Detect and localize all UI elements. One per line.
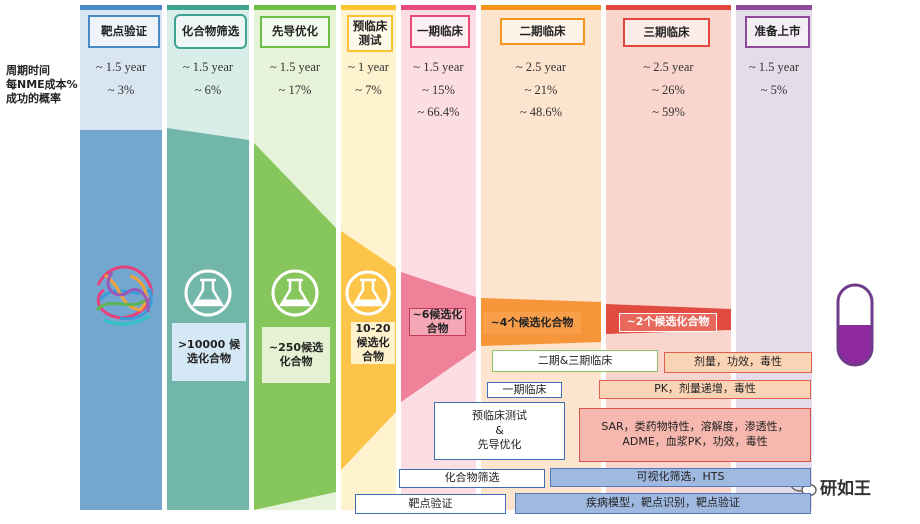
cycle-time: ~ 1.5 year xyxy=(182,60,234,74)
funnel-segment xyxy=(80,130,162,510)
stage-header: 预临床测试 xyxy=(347,15,393,52)
stage-color-bar xyxy=(341,5,396,10)
pill-icon xyxy=(836,283,874,367)
activity-stage-text: 靶点验证 xyxy=(408,496,453,510)
cycle-time: ~ 1.5 year xyxy=(748,60,800,74)
activity-description: SAR，类药物特性，溶解度，渗透性，ADME，血浆PK，功效，毒性 xyxy=(579,408,811,462)
stage-header: 化合物筛选 xyxy=(174,14,247,49)
funnel-segment xyxy=(401,272,476,402)
stage-header: 一期临床 xyxy=(410,15,470,48)
row-label: 成功的概率 xyxy=(6,92,61,105)
activity-stage: 预临床测试 & 先导优化 xyxy=(434,402,565,460)
cost-share: ~ 7% xyxy=(355,83,382,97)
candidate-count: ~6候选化合物 xyxy=(409,308,466,336)
cost-share: ~ 17% xyxy=(278,83,312,97)
stage-color-bar xyxy=(481,5,601,10)
activity-stage: 靶点验证 xyxy=(355,494,506,514)
stage-color-bar xyxy=(80,5,162,10)
stage-header: 三期临床 xyxy=(623,18,710,47)
cost-share: ~ 5% xyxy=(760,83,788,97)
cost-share: ~ 21% xyxy=(524,83,558,97)
stage-header: 二期临床 xyxy=(500,18,585,45)
stage-color-bar xyxy=(167,5,249,10)
cycle-time: ~ 2.5 year xyxy=(643,60,694,74)
candidate-count: 10-20候选化合物 xyxy=(351,322,395,364)
success-probability: ~ 59% xyxy=(652,105,685,119)
success-probability: ~ 66.4% xyxy=(417,105,460,119)
cycle-time: ~ 1 year xyxy=(348,60,389,74)
cycle-time: ~ 1.5 year xyxy=(269,60,321,74)
cost-share: ~ 26% xyxy=(652,83,685,97)
flask-icon xyxy=(184,269,391,317)
row-label: 周期时间 xyxy=(6,64,50,77)
success-probability: ~ 48.6% xyxy=(519,105,563,119)
candidate-count: ~2个候选化合物 xyxy=(619,313,717,332)
candidate-count: >10000 候选化合物 xyxy=(172,323,246,381)
funnel-segment xyxy=(167,128,249,510)
cost-share: ~ 3% xyxy=(107,83,135,97)
activity-stage-text: 一期临床 xyxy=(502,382,547,396)
activity-stage-text: 二期&三期临床 xyxy=(537,353,613,367)
activity-stage-text: 预临床测试 xyxy=(472,408,527,422)
candidate-count: ~250候选化合物 xyxy=(262,327,330,383)
activity-stage-text: 化合物筛选 xyxy=(444,471,500,485)
cycle-time: ~ 2.5 year xyxy=(515,60,567,74)
stage-header: 先导优化 xyxy=(260,16,330,48)
activity-description: 可视化筛选，HTS xyxy=(550,468,811,487)
activity-stage-text: & xyxy=(495,423,504,437)
activity-stage: 一期临床 xyxy=(487,382,562,398)
activity-description: PK，剂量递增，毒性 xyxy=(599,380,811,399)
cycle-time: ~ 1.5 year xyxy=(95,60,147,74)
stage-color-bar xyxy=(401,5,476,10)
protein-icon xyxy=(95,265,153,326)
row-label: 每NME成本% xyxy=(6,78,78,91)
stage-color-bar xyxy=(606,5,731,10)
activity-description: 剂量，功效，毒性 xyxy=(664,352,812,373)
stage-header: 靶点验证 xyxy=(88,15,160,48)
watermark: 研如王 xyxy=(820,479,871,499)
stage-header: 准备上市 xyxy=(745,16,810,48)
stage-color-bar xyxy=(254,5,336,10)
activity-description: 疾病模型，靶点识别，靶点验证 xyxy=(515,493,811,514)
cycle-time: ~ 1.5 year xyxy=(413,60,464,74)
cost-share: ~ 6% xyxy=(194,83,222,97)
candidate-count: ~4个候选化合物 xyxy=(483,312,581,334)
activity-stage: 化合物筛选 xyxy=(399,469,545,488)
cost-share: ~ 15% xyxy=(422,83,455,97)
funnel-segment xyxy=(254,143,336,510)
activity-stage-text: 先导优化 xyxy=(477,438,522,452)
stage-color-bar xyxy=(736,5,812,10)
activity-stage: 二期&三期临床 xyxy=(492,350,658,372)
